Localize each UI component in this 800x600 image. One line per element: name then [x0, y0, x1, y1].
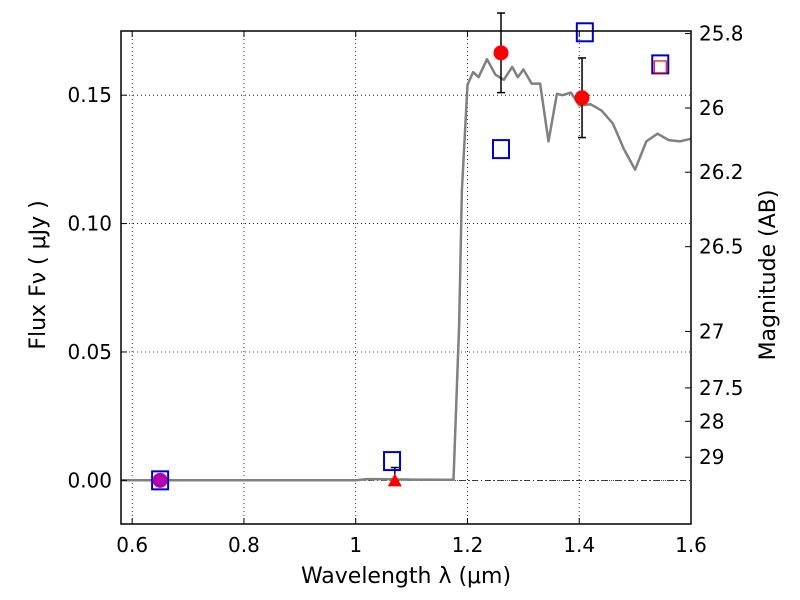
y2-tick-label: 26.5 [699, 235, 744, 259]
grid [121, 31, 692, 524]
y2-axis-label: Magnitude (AB) [756, 190, 781, 361]
model-photometry-square [575, 22, 594, 43]
y2-tick-label: 26.2 [699, 160, 744, 184]
y2-tick-label: 27.5 [699, 376, 744, 400]
x-tick-label: 1.4 [563, 533, 595, 557]
x-tick-label: 1 [349, 533, 362, 557]
x-tick-label: 0.8 [228, 533, 260, 557]
y-tick-label: 0.10 [67, 212, 112, 236]
model-photometry-square [151, 470, 170, 491]
y2-tick-label: 28 [699, 409, 724, 433]
x-tick-label: 1.2 [452, 533, 484, 557]
model-photometry-square [383, 451, 402, 472]
x-axis-label: Wavelength λ (μm) [301, 564, 511, 589]
y2-tick-label: 29 [699, 445, 724, 469]
model-spectrum-line [121, 57, 692, 482]
y-tick-label: 0.05 [67, 340, 112, 364]
y2-tick-label: 27 [699, 319, 724, 343]
labels-group: 0.6 0.8 1 1.2 1.4 1.6 0.00 0.05 0.10 0.15 25.8 26 26… [67, 22, 743, 557]
observed-point [152, 472, 168, 488]
y2-tick-label: 26 [699, 96, 724, 120]
model-photometry-square [492, 139, 510, 160]
y-tick-label: 0.15 [67, 83, 112, 107]
plot-frame [120, 30, 692, 525]
upper-limit-marker [387, 473, 402, 487]
observed-point [574, 90, 590, 106]
extra-marker-square [653, 60, 667, 74]
observed-point [493, 45, 509, 61]
ticks-group [121, 31, 692, 524]
y2-tick-label: 25.8 [699, 22, 744, 46]
x-tick-label: 0.6 [116, 533, 148, 557]
y-axis-label: Flux Fν ( μJy ) [26, 200, 51, 349]
y-tick-label: 0.00 [67, 468, 112, 492]
series-group [121, 12, 692, 491]
x-tick-label: 1.6 [675, 533, 707, 557]
